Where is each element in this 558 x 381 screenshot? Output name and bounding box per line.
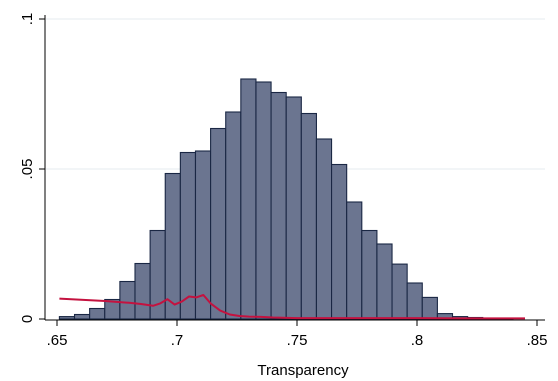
bar-10 xyxy=(210,127,227,320)
bar-9 xyxy=(194,150,212,320)
axes xyxy=(44,15,545,321)
bar-19 xyxy=(346,201,363,320)
bar-4 xyxy=(119,280,136,320)
bar-5 xyxy=(134,262,151,320)
bar-24 xyxy=(421,296,438,320)
y-tick-label-1: .05 xyxy=(19,159,36,180)
y-tick-label-2: .1 xyxy=(19,13,36,26)
bar-13 xyxy=(255,81,272,320)
bar-15 xyxy=(285,96,302,320)
bar-7 xyxy=(164,172,181,320)
density-line xyxy=(59,294,525,320)
density-line-layer xyxy=(59,294,525,320)
y-tick-label-0: 0 xyxy=(19,315,36,323)
x-tick-label-2: .75 xyxy=(287,332,308,349)
x-tick-label-4: .85 xyxy=(527,332,548,349)
bar-0 xyxy=(58,316,76,320)
bar-2 xyxy=(89,307,106,320)
bar-18 xyxy=(331,163,348,320)
x-tick-label-0: .65 xyxy=(47,332,68,349)
bar-16 xyxy=(300,112,317,320)
axis-ticks: .65 .7 .75 .8 .85 0 .05 .1 xyxy=(19,13,547,349)
histogram-bars xyxy=(58,78,514,320)
x-tick-label-3: .8 xyxy=(411,332,424,349)
bar-1 xyxy=(73,313,91,320)
bar-12 xyxy=(240,78,257,320)
bar-22 xyxy=(391,263,408,320)
bar-14 xyxy=(270,91,287,320)
bar-11 xyxy=(225,111,242,320)
bar-17 xyxy=(315,138,333,320)
x-tick-label-1: .7 xyxy=(171,332,184,349)
bar-23 xyxy=(406,282,423,320)
bar-21 xyxy=(376,243,393,320)
bar-20 xyxy=(361,229,378,320)
bar-8 xyxy=(179,151,197,320)
x-axis-title: Transparency xyxy=(257,362,349,379)
